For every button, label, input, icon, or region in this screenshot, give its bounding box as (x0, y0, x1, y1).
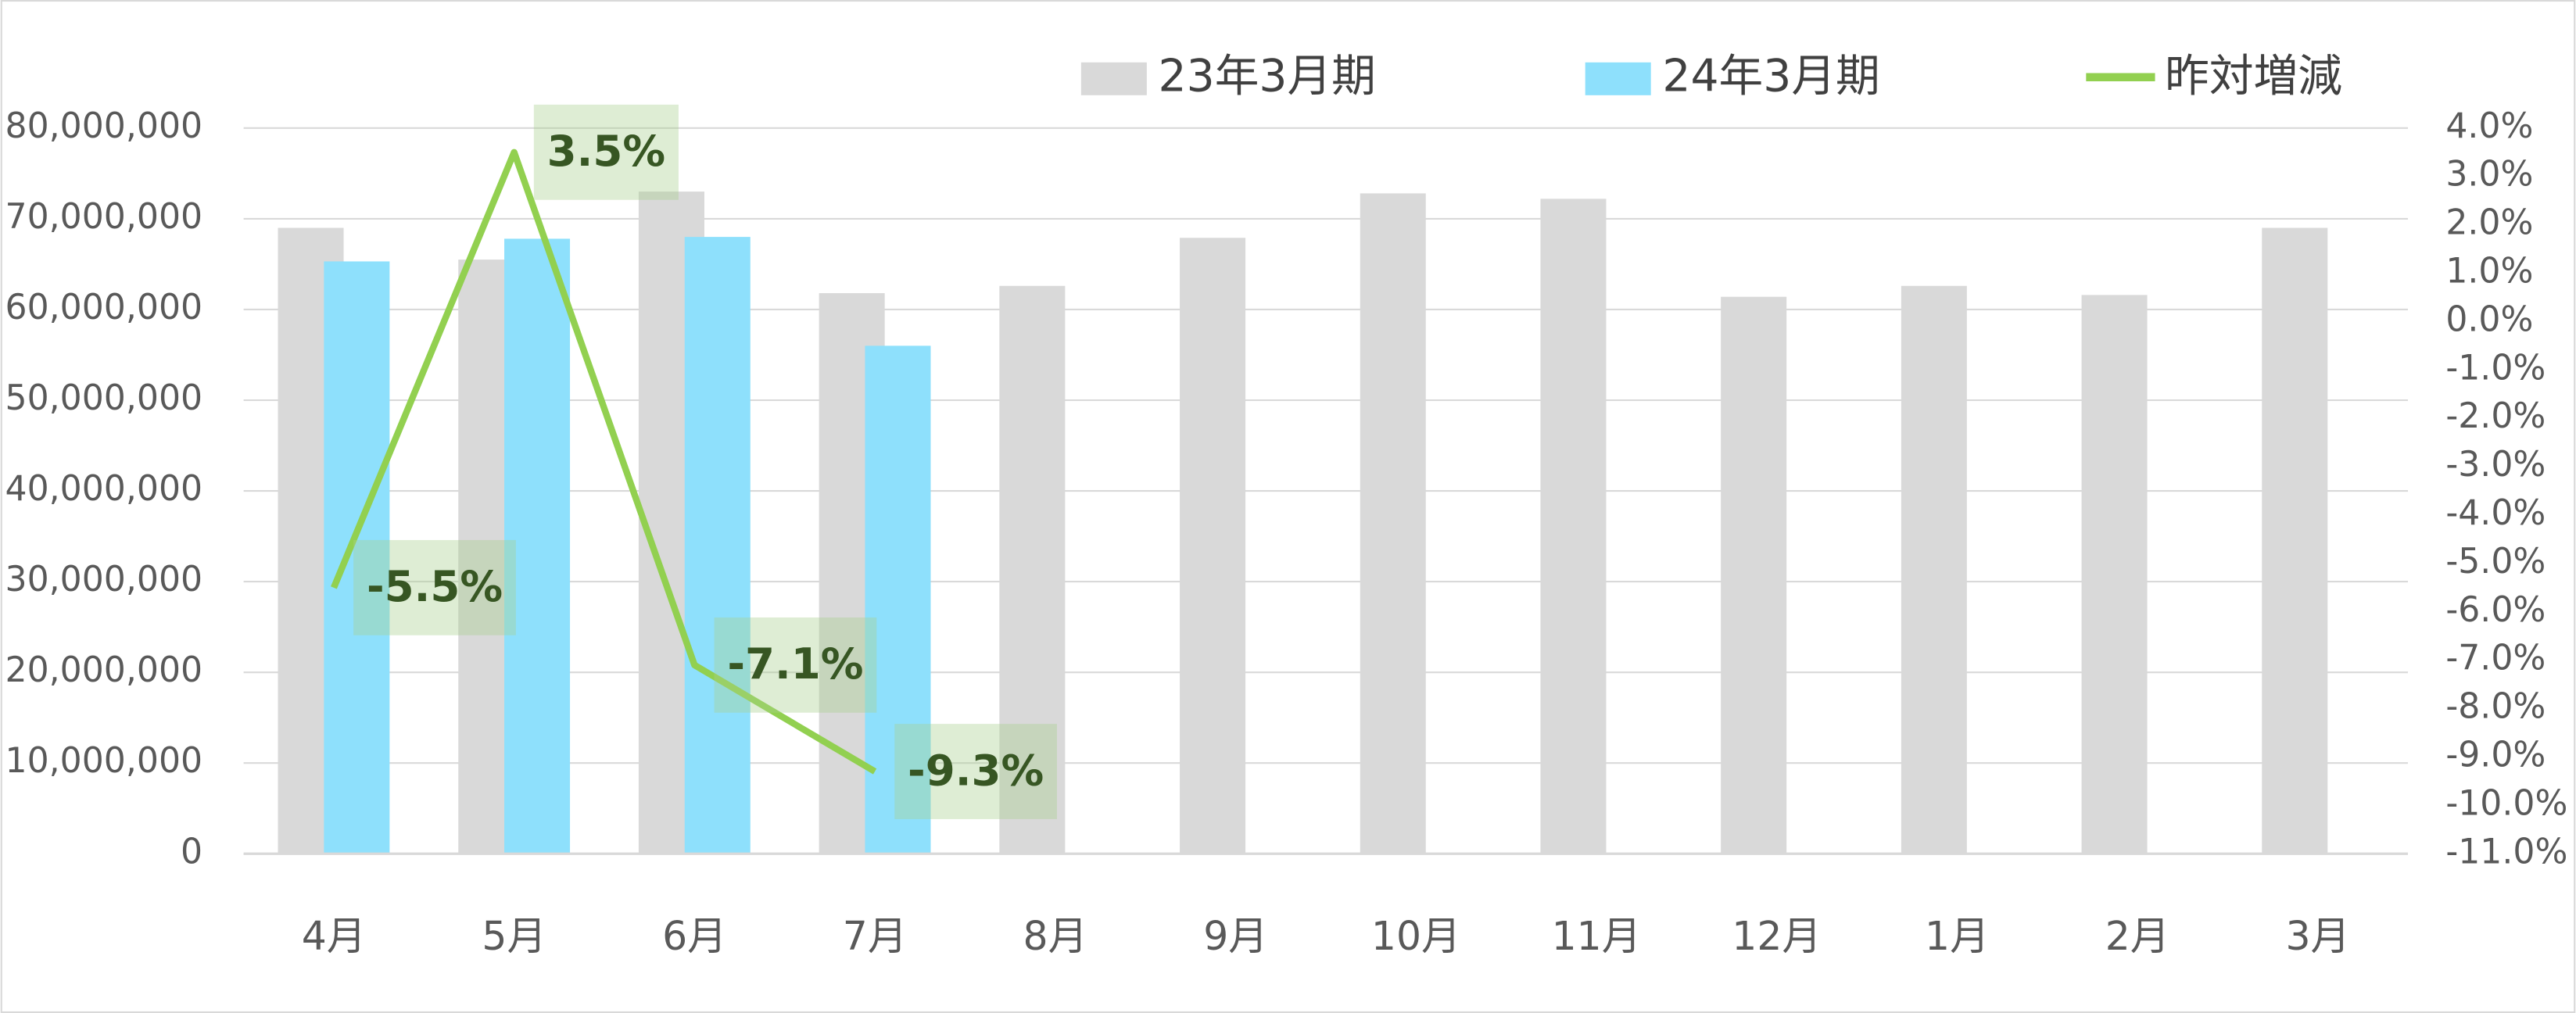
data-label: -9.3% (908, 745, 1044, 795)
data-label-box (714, 617, 877, 713)
x-tick-label: 10月 (1371, 913, 1461, 959)
bar (1901, 285, 1967, 854)
legend-swatch (1080, 62, 1147, 95)
data-label: -7.1% (727, 639, 863, 689)
y2-tick-label: -1.0% (2445, 348, 2546, 388)
y-tick-label: 60,000,000 (5, 288, 203, 328)
y-tick-label: 0 (181, 832, 202, 872)
x-tick-label: 1月 (1925, 913, 1989, 959)
y-tick-label: 80,000,000 (5, 106, 203, 146)
line (331, 149, 877, 775)
y2-tick-label: 1.0% (2445, 252, 2533, 292)
x-tick-label: 7月 (843, 913, 907, 959)
data-label-box (894, 724, 1057, 819)
x-tick-label: 8月 (1023, 913, 1087, 959)
y-tick-label: 70,000,000 (5, 197, 203, 237)
y2-tick-label: -2.0% (2445, 396, 2546, 436)
y2-tick-label: -4.0% (2445, 493, 2546, 533)
bar (324, 261, 390, 854)
bar (1721, 296, 1787, 854)
y2-tick-label: 4.0% (2445, 106, 2533, 146)
y2-tick-label: -7.0% (2445, 639, 2546, 678)
data-label-box (353, 539, 516, 635)
bar (999, 285, 1066, 854)
legend-swatch (1585, 62, 1651, 95)
y-tick-label: 40,000,000 (5, 469, 203, 509)
data-label: -5.5% (367, 561, 503, 611)
x-tick-label: 5月 (482, 913, 546, 959)
y2-tick-label: -11.0% (2445, 832, 2567, 872)
data-label: 3.5% (547, 126, 665, 176)
y2-tick-label: -6.0% (2445, 590, 2546, 630)
y2-tick-label: 0.0% (2445, 299, 2533, 339)
y2-tick-label: -5.0% (2445, 542, 2546, 582)
y-tick-label: 50,000,000 (5, 378, 203, 418)
x-tick-label: 2月 (2105, 913, 2169, 959)
y2-tick-label: 3.0% (2445, 155, 2533, 195)
bar (1540, 199, 1607, 854)
bar (2262, 227, 2328, 854)
bar (1360, 193, 1426, 854)
y2-tick-label: 2.0% (2445, 203, 2533, 243)
bar (504, 238, 571, 854)
x-tick-label: 3月 (2285, 913, 2349, 959)
bar (684, 237, 751, 854)
x-tick-label: 4月 (302, 913, 366, 959)
x-tick-label: 6月 (662, 913, 726, 959)
x-tick-label: 12月 (1732, 913, 1822, 959)
y-tick-label: 30,000,000 (5, 560, 203, 600)
bar (2081, 295, 2148, 854)
y2-tick-label: -3.0% (2445, 445, 2546, 485)
y-tick-label: 20,000,000 (5, 650, 203, 690)
legend-label: 23年3月期 (1159, 50, 1376, 102)
y2-tick-label: -8.0% (2445, 687, 2546, 727)
y2-tick-label: -10.0% (2445, 783, 2567, 823)
data-label-box (533, 104, 679, 200)
x-tick-label: 11月 (1552, 913, 1642, 959)
y2-tick-label: -9.0% (2445, 735, 2546, 775)
legend-label: 24年3月期 (1662, 50, 1879, 102)
y-tick-label: 10,000,000 (5, 741, 203, 781)
x-tick-label: 9月 (1203, 913, 1267, 959)
legend-label: 昨対増減 (2165, 50, 2342, 102)
bar (1180, 238, 1246, 854)
